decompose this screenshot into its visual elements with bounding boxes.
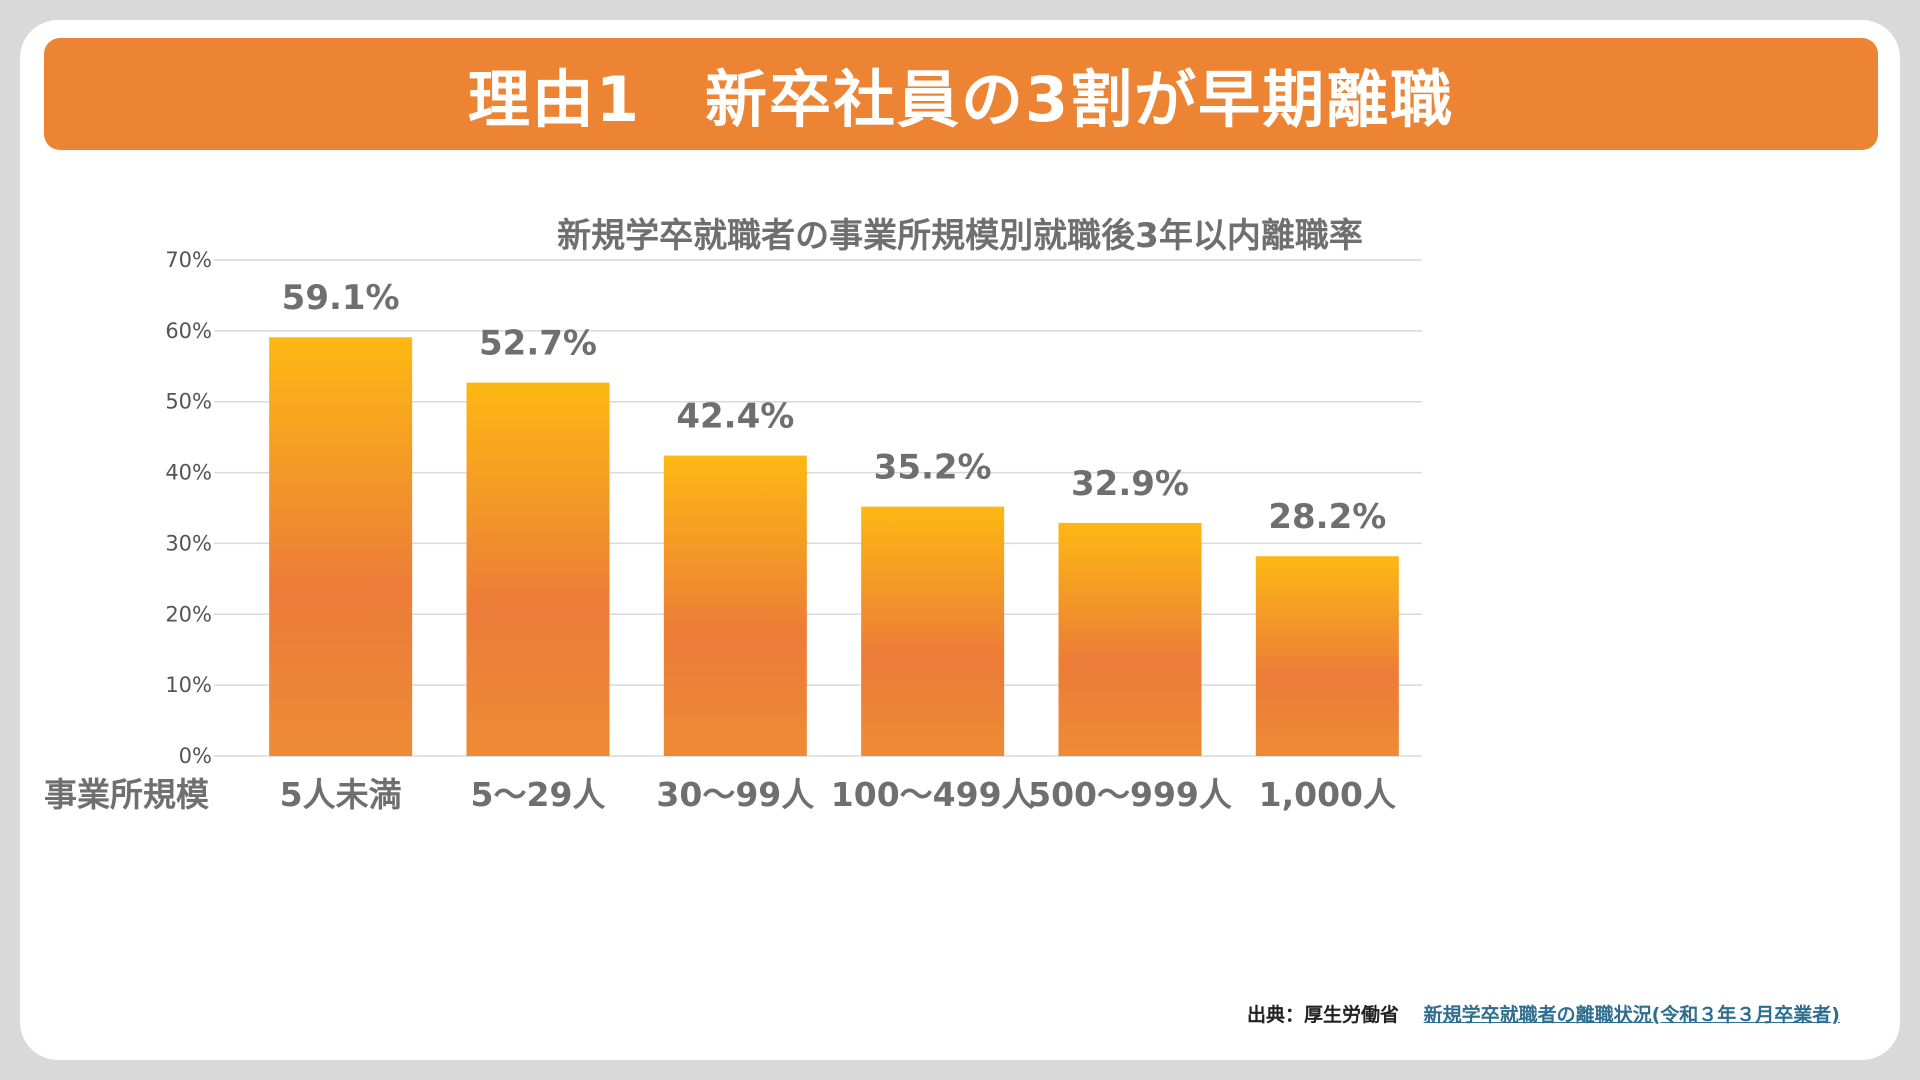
bar [1255,556,1399,756]
x-tick-label: 5人未満 [280,775,402,814]
bars [269,337,1399,756]
bar [466,382,610,756]
y-tick-label: 0% [179,744,212,768]
x-tick-label: 30〜99人 [656,775,814,814]
y-axis-ticks: 0% 10% 20% 30% 40% 50% 60% 70% [165,248,212,768]
chart-title: 新規学卒就職者の事業所規模別就職後3年以内離職率 [557,216,1363,256]
y-tick-label: 30% [165,531,212,555]
x-tick-label: 5〜29人 [471,775,606,814]
data-label: 52.7% [479,324,597,364]
bar [1058,522,1202,756]
bar-chart: 0% 10% 20% 30% 40% 50% 60% 70% 59.1% 52.7% 42.4% 3… [44,248,1422,814]
bar [663,455,807,756]
data-label: 32.9% [1071,464,1189,504]
data-label: 28.2% [1268,497,1386,537]
y-tick-label: 60% [165,319,212,343]
y-tick-label: 20% [165,602,212,626]
data-label: 35.2% [874,448,992,488]
x-axis-label: 事業所規模 [44,775,210,814]
bar [861,506,1005,756]
y-tick-label: 70% [165,248,212,272]
source-label: 出典：厚生労働省 [1246,1004,1399,1026]
y-tick-label: 40% [165,461,212,485]
source-link[interactable]: 新規学卒就職者の離職状況(令和３年３月卒業者) [1423,1004,1840,1026]
data-label: 42.4% [676,397,794,437]
x-tick-label: 1,000人 [1259,775,1396,814]
slide-card: 理由1 新卒社員の3割が早期離職 新規学卒就職者の事業所規模別就職後3年以内離職… [20,20,1900,1060]
grid-lines [214,259,1422,757]
source-note: 出典：厚生労働省 新規学卒就職者の離職状況(令和３年３月卒業者) [1247,1000,1840,1027]
y-tick-label: 10% [165,673,212,697]
bar [269,337,413,756]
data-labels: 59.1% 52.7% 42.4% 35.2% 32.9% 28.2% [282,278,1387,537]
title-banner: 理由1 新卒社員の3割が早期離職 [44,38,1878,150]
x-tick-label: 500〜999人 [1028,775,1232,814]
y-tick-label: 50% [165,390,212,414]
banner-title: 理由1 新卒社員の3割が早期離職 [467,63,1455,136]
x-tick-label: 100〜499人 [831,775,1035,814]
data-label: 59.1% [282,278,400,318]
